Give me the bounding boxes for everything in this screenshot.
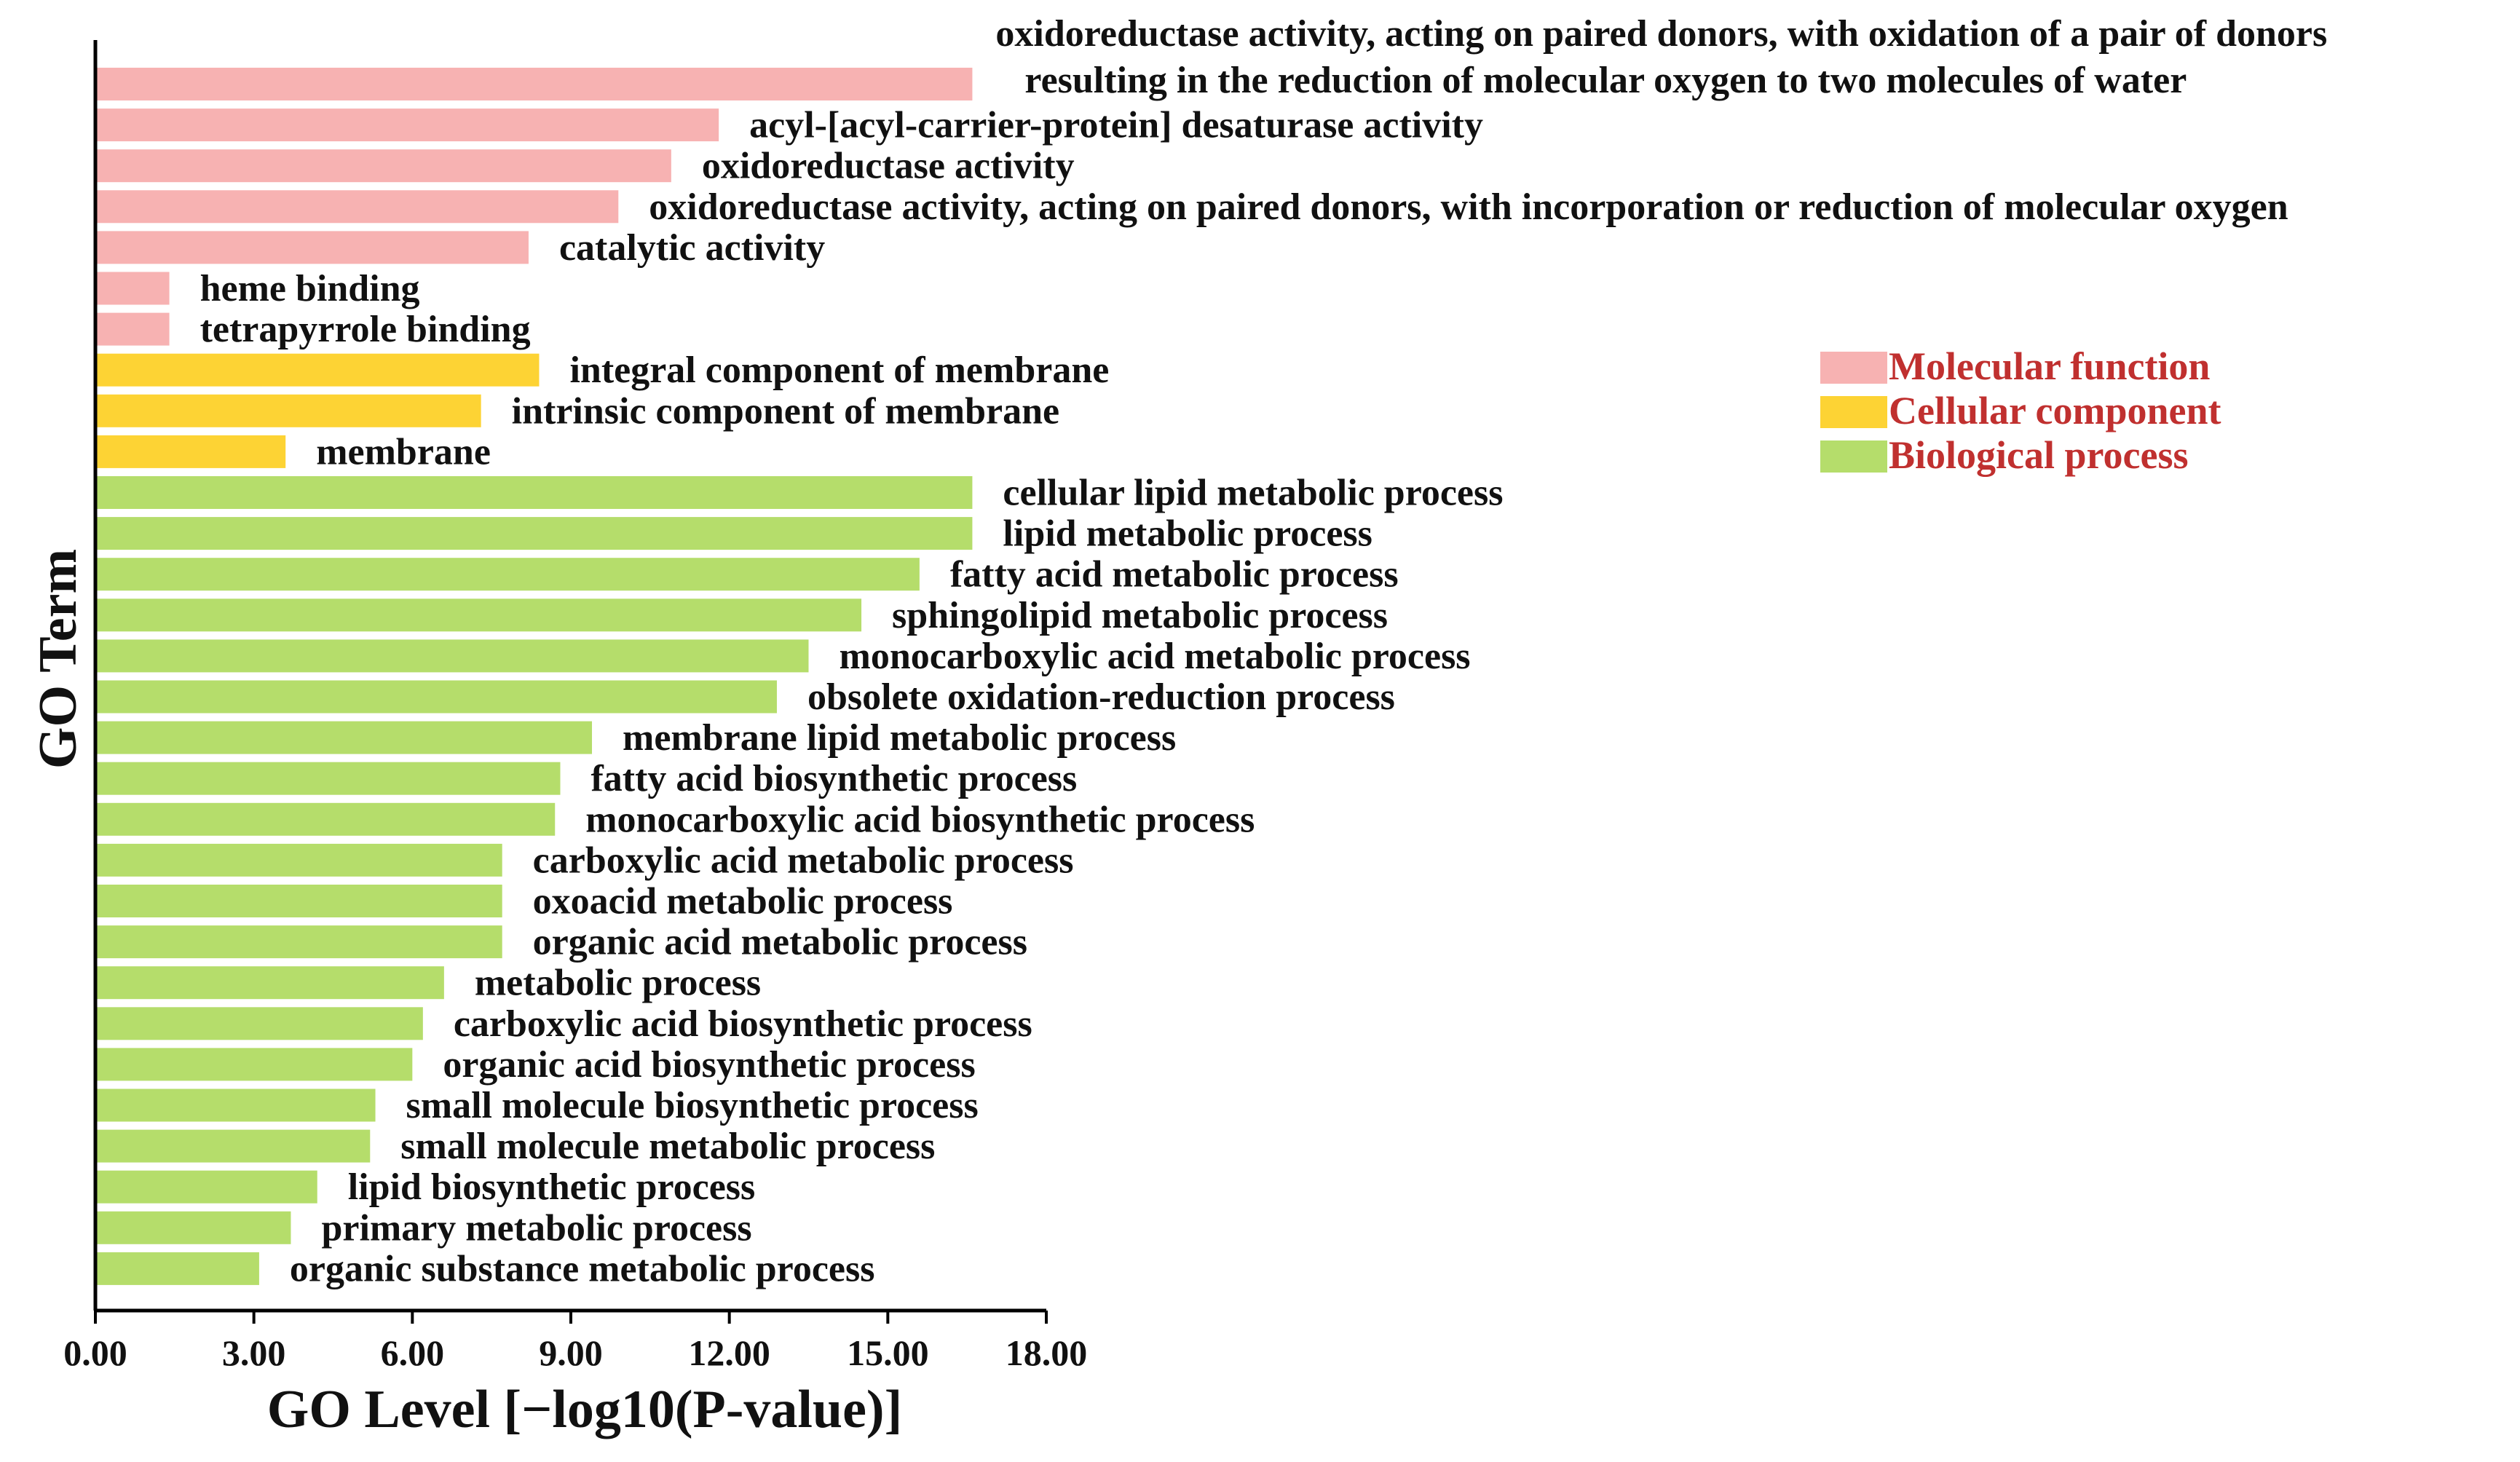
bar-label: cellular lipid metabolic process <box>1003 473 1503 514</box>
bar-label: organic acid biosynthetic process <box>443 1044 975 1086</box>
x-tick-label: 9.00 <box>539 1332 603 1373</box>
bar-label: oxoacid metabolic process <box>533 881 953 922</box>
bar <box>97 1252 259 1285</box>
bar-label: integral component of membrane <box>569 349 1109 391</box>
legend-label: Biological process <box>1889 433 2189 477</box>
x-tick-label: 6.00 <box>381 1332 445 1373</box>
bar <box>97 1007 423 1040</box>
bar <box>97 598 862 632</box>
bar-label: small molecule biosynthetic process <box>406 1085 979 1126</box>
bar-label: carboxylic acid biosynthetic process <box>454 1003 1032 1045</box>
bar-label: oxidoreductase activity <box>702 146 1075 187</box>
bar <box>97 68 973 100</box>
bar <box>97 925 502 959</box>
bar <box>97 885 502 917</box>
legend-swatch <box>1820 440 1887 473</box>
bar-label: monocarboxylic acid metabolic process <box>840 636 1471 677</box>
bar <box>97 272 170 305</box>
bar <box>97 721 593 754</box>
bar-label: heme binding <box>200 268 420 309</box>
x-tick-label: 3.00 <box>222 1332 286 1373</box>
bar-label-line2: resulting in the reduction of molecular … <box>1024 60 2187 101</box>
bar <box>97 639 809 673</box>
bar-label: small molecule metabolic process <box>400 1126 935 1167</box>
legend-swatch <box>1820 352 1887 384</box>
bar <box>97 231 529 264</box>
bar-label: lipid biosynthetic process <box>348 1166 756 1208</box>
bar <box>97 1088 376 1122</box>
bar-label: membrane <box>316 431 491 473</box>
bars-layer <box>97 68 973 1285</box>
bar-label: fatty acid metabolic process <box>950 554 1399 596</box>
bar-label: obsolete oxidation-reduction process <box>807 676 1395 718</box>
legend-label: Molecular function <box>1889 344 2210 388</box>
bar <box>97 802 556 836</box>
legend-label: Cellular component <box>1889 389 2221 432</box>
bar <box>97 190 619 224</box>
bar <box>97 1211 291 1244</box>
bar <box>97 1129 371 1163</box>
bar <box>97 1048 413 1081</box>
bar <box>97 680 777 714</box>
bar <box>97 762 561 795</box>
bar-label: acyl-[acyl-carrier-protein] desaturase a… <box>749 105 1483 146</box>
bar-label: organic substance metabolic process <box>290 1248 875 1289</box>
bar <box>97 476 973 509</box>
bar <box>97 843 502 877</box>
bar-labels-layer: oxidoreductase activity, acting on paire… <box>200 13 2328 1289</box>
legend-swatch <box>1820 396 1887 428</box>
bar <box>97 1170 317 1204</box>
bar-label: oxidoreductase activity, acting on paire… <box>649 186 2288 228</box>
bar-label: metabolic process <box>475 963 761 1004</box>
bar-label: carboxylic acid metabolic process <box>533 839 1074 881</box>
bar <box>97 966 444 1000</box>
bar-label: fatty acid biosynthetic process <box>590 758 1077 799</box>
x-axis-title: GO Level [−log10(P-value)] <box>267 1380 902 1439</box>
bar <box>97 517 973 550</box>
bar <box>97 108 719 142</box>
x-tick-label: 12.00 <box>688 1332 770 1373</box>
bar <box>97 394 481 427</box>
bar <box>97 435 286 468</box>
bar-label: catalytic activity <box>559 227 825 269</box>
bar-label: sphingolipid metabolic process <box>892 595 1388 636</box>
bar-label: membrane lipid metabolic process <box>623 717 1176 759</box>
bar <box>97 353 540 387</box>
bar-label: monocarboxylic acid biosynthetic process <box>585 799 1255 840</box>
bar-label: lipid metabolic process <box>1003 513 1372 555</box>
bar-label: organic acid metabolic process <box>533 922 1027 963</box>
x-tick-label: 0.00 <box>63 1332 127 1373</box>
x-tick-label: 18.00 <box>1006 1332 1088 1373</box>
bar <box>97 558 920 591</box>
bar <box>97 312 170 346</box>
bar-label: oxidoreductase activity, acting on paire… <box>995 13 2327 55</box>
x-tick-label: 15.00 <box>847 1332 929 1373</box>
bar-label: tetrapyrrole binding <box>200 309 531 350</box>
bar-label: intrinsic component of membrane <box>512 390 1059 432</box>
bar <box>97 149 671 183</box>
bar-label: primary metabolic process <box>321 1207 751 1249</box>
x-ticks-layer: 0.00 3.00 6.00 9.00 12.00 15.00 18.00 <box>63 1311 1087 1373</box>
y-axis-title: GO Term <box>28 549 88 769</box>
